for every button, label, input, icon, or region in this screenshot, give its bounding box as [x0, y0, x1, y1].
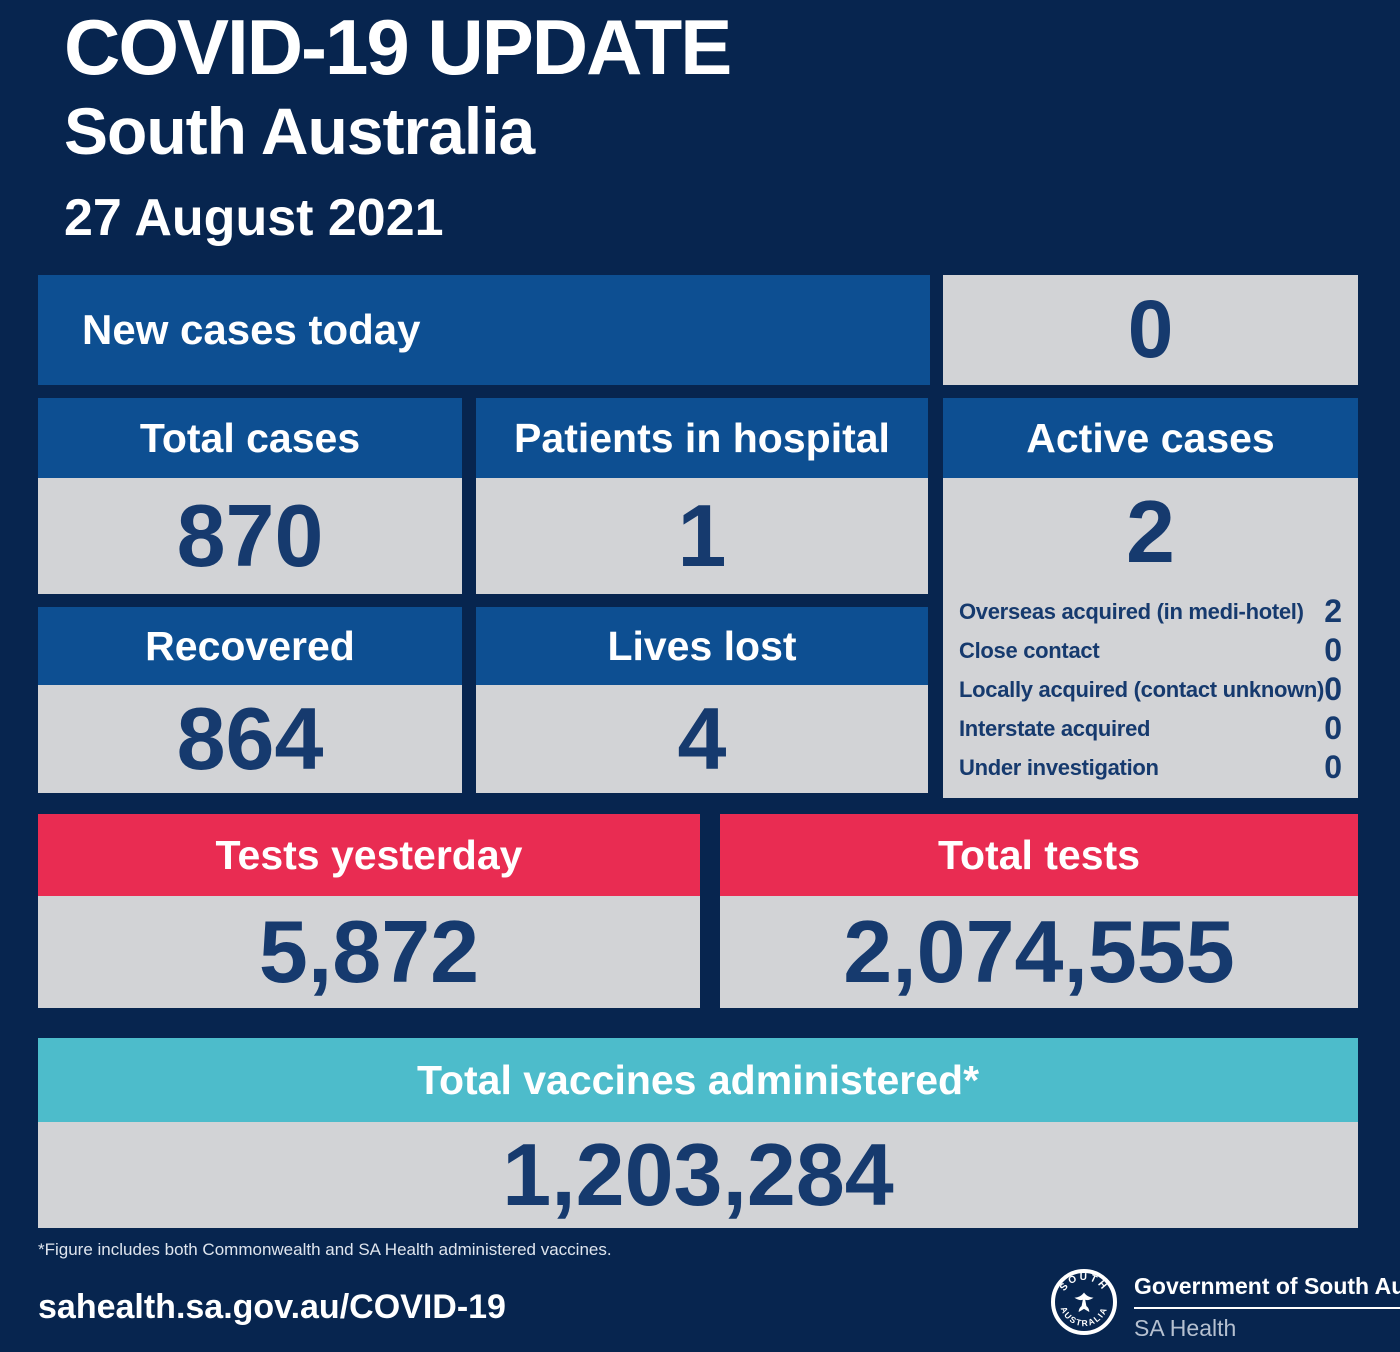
stat-value: 864 — [38, 685, 462, 793]
breakdown-label: Close contact — [959, 637, 1100, 663]
stat-label: Total tests — [720, 814, 1358, 896]
breakdown-row: Overseas acquired (in medi-hotel) 2 — [959, 592, 1342, 631]
page-title: COVID-19 UPDATE — [64, 3, 732, 91]
breakdown-label: Overseas acquired (in medi-hotel) — [959, 598, 1304, 624]
stat-panel-tests-yesterday: Tests yesterday 5,872 — [38, 814, 700, 1008]
new-cases-value: 0 — [1127, 284, 1174, 375]
active-cases-value: 2 — [1126, 482, 1175, 581]
new-cases-label: New cases today — [82, 306, 421, 353]
page-subtitle: South Australia — [64, 94, 535, 168]
stat-value: 2,074,555 — [720, 896, 1358, 1008]
stat-label: Recovered — [38, 607, 462, 685]
piping-shrike-bird-icon — [1074, 1292, 1094, 1312]
footer-url: sahealth.sa.gov.au/COVID-19 — [38, 1288, 506, 1326]
stat-value: 870 — [38, 478, 462, 594]
active-cases-label: Active cases — [943, 398, 1358, 478]
breakdown-label: Locally acquired (contact unknown) — [959, 676, 1325, 702]
breakdown-row: Close contact 0 — [959, 631, 1342, 670]
breakdown-value: 0 — [1324, 671, 1342, 707]
footnote: *Figure includes both Commonwealth and S… — [38, 1240, 612, 1259]
stat-label: Lives lost — [476, 607, 928, 685]
stat-panel-total-tests: Total tests 2,074,555 — [720, 814, 1358, 1008]
breakdown-label: Under investigation — [959, 754, 1159, 780]
stat-panel-patients-in-hospital: Patients in hospital 1 — [476, 398, 928, 594]
government-label: Government of South Australia — [1134, 1273, 1400, 1309]
breakdown-value: 0 — [1324, 632, 1342, 668]
new-cases-value-box: 0 — [943, 275, 1358, 385]
active-cases-breakdown: Overseas acquired (in medi-hotel) 2 Clos… — [959, 592, 1342, 787]
stat-value: 1,203,284 — [38, 1122, 1358, 1228]
breakdown-value: 0 — [1324, 749, 1342, 785]
breakdown-row: Under investigation 0 — [959, 748, 1342, 787]
breakdown-row: Interstate acquired 0 — [959, 709, 1342, 748]
stat-panel-total-cases: Total cases 870 — [38, 398, 462, 594]
sa-government-emblem-icon: SOUTH AUSTRALIA — [1051, 1269, 1117, 1335]
sa-health-label: SA Health — [1134, 1315, 1237, 1341]
stat-panel-lives-lost: Lives lost 4 — [476, 607, 928, 793]
breakdown-label: Interstate acquired — [959, 715, 1151, 741]
page-date: 27 August 2021 — [64, 189, 444, 247]
footer-logo: SOUTH AUSTRALIA Government of South Aust… — [1050, 1268, 1400, 1342]
stat-value: 5,872 — [38, 896, 700, 1008]
stat-label: Tests yesterday — [38, 814, 700, 896]
stat-label: Total cases — [38, 398, 462, 478]
stat-panel-recovered: Recovered 864 — [38, 607, 462, 793]
stat-value: 1 — [476, 478, 928, 594]
new-cases-label-bar: New cases today — [38, 275, 930, 385]
stat-panel-total-vaccines: Total vaccines administered* 1,203,284 — [38, 1038, 1358, 1228]
breakdown-value: 2 — [1324, 593, 1342, 629]
breakdown-value: 0 — [1324, 710, 1342, 746]
breakdown-row: Locally acquired (contact unknown) 0 — [959, 670, 1342, 709]
stat-label: Patients in hospital — [476, 398, 928, 478]
active-cases-panel: Active cases 2 Overseas acquired (in med… — [943, 398, 1358, 798]
stat-label: Total vaccines administered* — [38, 1038, 1358, 1122]
stat-value: 4 — [476, 685, 928, 793]
